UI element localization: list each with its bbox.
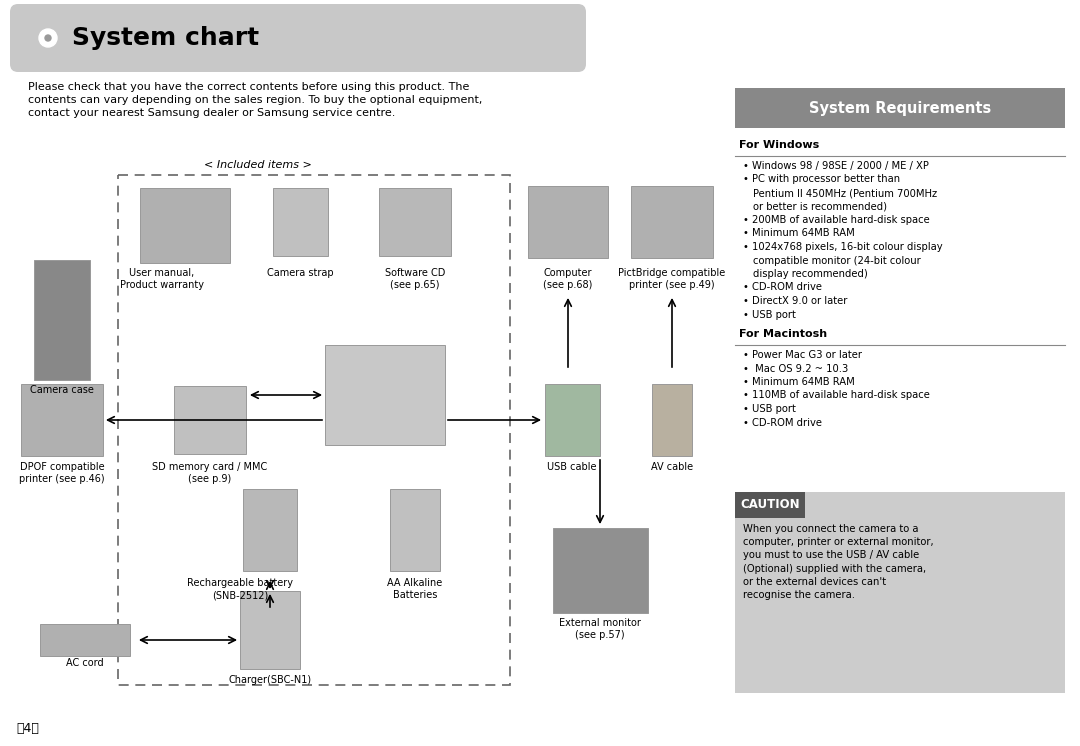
FancyBboxPatch shape <box>21 384 103 456</box>
FancyBboxPatch shape <box>652 384 692 456</box>
FancyBboxPatch shape <box>528 186 608 258</box>
Circle shape <box>45 35 51 41</box>
Text: Software CD
(see p.65): Software CD (see p.65) <box>384 268 445 290</box>
Text: Charger(SBC-N1): Charger(SBC-N1) <box>229 675 311 685</box>
FancyBboxPatch shape <box>174 386 246 454</box>
Text: • Windows 98 / 98SE / 2000 / ME / XP: • Windows 98 / 98SE / 2000 / ME / XP <box>743 161 929 171</box>
FancyBboxPatch shape <box>40 624 130 656</box>
FancyBboxPatch shape <box>553 527 648 612</box>
Text: • DirectX 9.0 or later: • DirectX 9.0 or later <box>743 296 848 306</box>
FancyBboxPatch shape <box>379 188 451 256</box>
Text: Pentium II 450MHz (Pentium 700MHz: Pentium II 450MHz (Pentium 700MHz <box>753 188 937 198</box>
Text: compatible monitor (24-bit colour: compatible monitor (24-bit colour <box>753 255 921 266</box>
Text: AV cable: AV cable <box>651 462 693 472</box>
FancyBboxPatch shape <box>10 4 586 72</box>
Text: Rechargeable battery
(SNB-2512): Rechargeable battery (SNB-2512) <box>187 578 293 601</box>
Text: For Macintosh: For Macintosh <box>739 329 827 339</box>
FancyBboxPatch shape <box>33 260 90 380</box>
FancyBboxPatch shape <box>735 492 805 518</box>
FancyBboxPatch shape <box>544 384 599 456</box>
Text: For Windows: For Windows <box>739 140 820 150</box>
Text: • USB port: • USB port <box>743 404 796 414</box>
FancyBboxPatch shape <box>325 345 445 445</box>
Text: • Minimum 64MB RAM: • Minimum 64MB RAM <box>743 228 854 239</box>
Text: • USB port: • USB port <box>743 310 796 319</box>
FancyBboxPatch shape <box>631 186 713 258</box>
Text: CAUTION: CAUTION <box>740 498 800 512</box>
Text: < Included items >: < Included items > <box>204 160 312 170</box>
Text: System Requirements: System Requirements <box>809 101 991 116</box>
Text: • Minimum 64MB RAM: • Minimum 64MB RAM <box>743 377 854 387</box>
Text: External monitor
(see p.57): External monitor (see p.57) <box>559 618 640 640</box>
FancyBboxPatch shape <box>735 88 1065 128</box>
Text: SD memory card / MMC
(see p.9): SD memory card / MMC (see p.9) <box>152 462 268 484</box>
Text: PictBridge compatible
printer (see p.49): PictBridge compatible printer (see p.49) <box>619 268 726 290</box>
FancyBboxPatch shape <box>140 187 230 263</box>
Text: • CD-ROM drive: • CD-ROM drive <box>743 283 822 292</box>
Text: • PC with processor better than: • PC with processor better than <box>743 175 900 184</box>
Text: •  Mac OS 9.2 ~ 10.3: • Mac OS 9.2 ~ 10.3 <box>743 363 848 374</box>
Text: AC cord: AC cord <box>66 658 104 668</box>
Text: Computer
(see p.68): Computer (see p.68) <box>543 268 593 290</box>
Text: display recommended): display recommended) <box>753 269 867 279</box>
Text: • CD-ROM drive: • CD-ROM drive <box>743 418 822 427</box>
Text: When you connect the camera to a
computer, printer or external monitor,
you must: When you connect the camera to a compute… <box>743 524 933 600</box>
Text: or better is recommended): or better is recommended) <box>753 201 887 212</box>
Circle shape <box>39 29 57 47</box>
Text: Camera case: Camera case <box>30 385 94 395</box>
FancyBboxPatch shape <box>243 489 297 571</box>
Text: Camera strap: Camera strap <box>267 268 334 278</box>
Text: System chart: System chart <box>72 26 259 50</box>
Text: Please check that you have the correct contents before using this product. The
c: Please check that you have the correct c… <box>28 82 483 119</box>
Text: • 200MB of available hard-disk space: • 200MB of available hard-disk space <box>743 215 930 225</box>
Text: DPOF compatible
printer (see p.46): DPOF compatible printer (see p.46) <box>19 462 105 484</box>
Text: • 1024x768 pixels, 16-bit colour display: • 1024x768 pixels, 16-bit colour display <box>743 242 943 252</box>
Text: • Power Mac G3 or later: • Power Mac G3 or later <box>743 350 862 360</box>
FancyBboxPatch shape <box>735 492 1065 693</box>
FancyBboxPatch shape <box>240 591 300 669</box>
FancyBboxPatch shape <box>272 188 327 256</box>
Text: User manual,
Product warranty: User manual, Product warranty <box>120 268 204 290</box>
Text: 《4》: 《4》 <box>16 721 40 735</box>
Text: AA Alkaline
Batteries: AA Alkaline Batteries <box>388 578 443 601</box>
Text: USB cable: USB cable <box>548 462 597 472</box>
Text: • 110MB of available hard-disk space: • 110MB of available hard-disk space <box>743 390 930 401</box>
FancyBboxPatch shape <box>390 489 440 571</box>
